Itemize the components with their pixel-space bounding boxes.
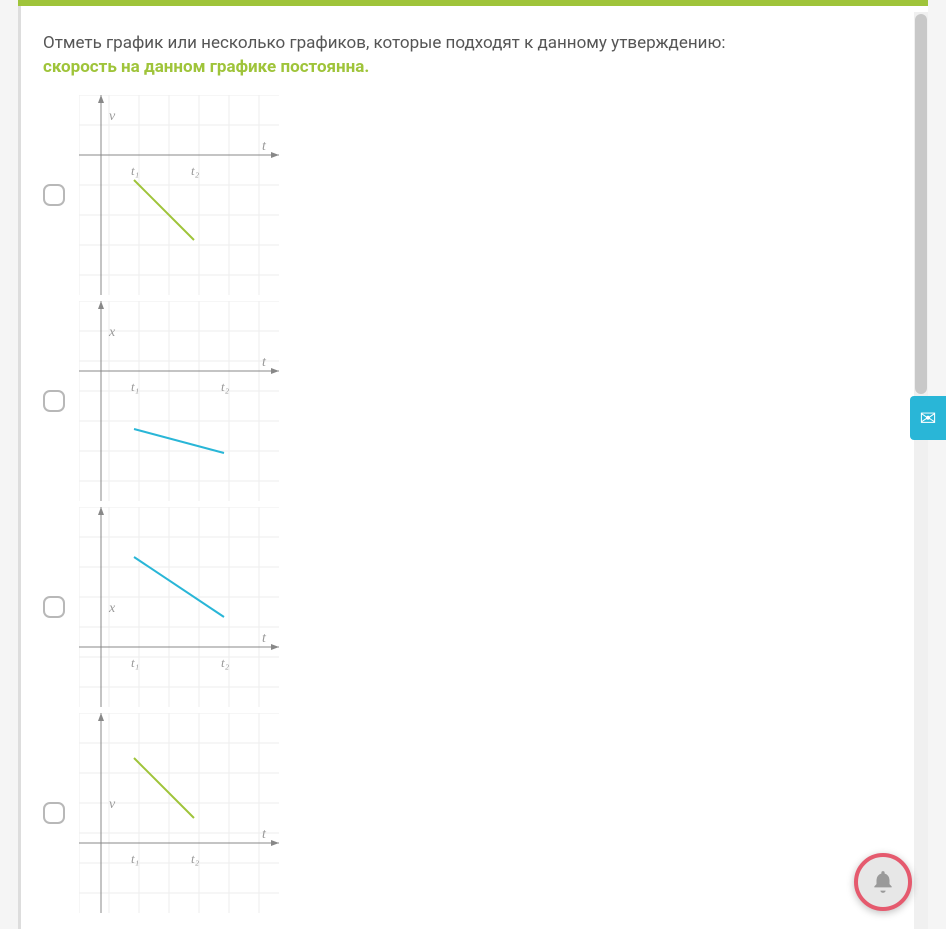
svg-text:t: t [262, 355, 267, 370]
option-row-2: x t t₁ t₂ [43, 301, 903, 501]
option-row-3: x t t₁ t₂ [43, 507, 903, 707]
options-list: v t t₁ t₂ x t t₁ t₂ x t t₁ t₂ v t t₁ t₂ [43, 95, 903, 913]
envelope-icon: ✉ [920, 406, 937, 430]
card-panel: Отметь график или несколько графиков, ко… [18, 0, 928, 929]
left-border [18, 6, 21, 929]
svg-text:v: v [109, 109, 116, 124]
checkbox-option-2[interactable] [43, 390, 65, 412]
svg-text:t₁: t₁ [131, 851, 139, 866]
scrollbar-thumb[interactable] [915, 14, 927, 394]
content-area: Отметь график или несколько графиков, ко… [18, 6, 928, 929]
statement-text: скорость на данном графике постоянна. [43, 57, 903, 77]
graph-3: x t t₁ t₂ [79, 507, 279, 707]
scrollbar-track[interactable] [914, 12, 928, 929]
svg-text:t₂: t₂ [191, 851, 200, 866]
svg-text:x: x [108, 325, 116, 340]
svg-text:t: t [262, 631, 267, 646]
svg-text:t₂: t₂ [221, 655, 230, 670]
checkbox-option-1[interactable] [43, 184, 65, 206]
feedback-button[interactable]: ✉ [910, 396, 946, 440]
svg-text:t₁: t₁ [131, 163, 139, 178]
svg-text:t₁: t₁ [131, 379, 139, 394]
svg-text:t: t [262, 827, 267, 842]
svg-text:v: v [109, 797, 116, 812]
option-row-4: v t t₁ t₂ [43, 713, 903, 913]
svg-text:t₂: t₂ [221, 379, 230, 394]
svg-text:t₂: t₂ [191, 163, 200, 178]
svg-text:t₁: t₁ [131, 655, 139, 670]
notification-button[interactable] [854, 853, 912, 911]
bell-icon [870, 869, 896, 895]
svg-text:x: x [108, 601, 116, 616]
question-text: Отметь график или несколько графиков, ко… [43, 32, 903, 55]
option-row-1: v t t₁ t₂ [43, 95, 903, 295]
graph-2: x t t₁ t₂ [79, 301, 279, 501]
checkbox-option-3[interactable] [43, 596, 65, 618]
svg-text:t: t [262, 139, 267, 154]
checkbox-option-4[interactable] [43, 802, 65, 824]
graph-4: v t t₁ t₂ [79, 713, 279, 913]
graph-1: v t t₁ t₂ [79, 95, 279, 295]
